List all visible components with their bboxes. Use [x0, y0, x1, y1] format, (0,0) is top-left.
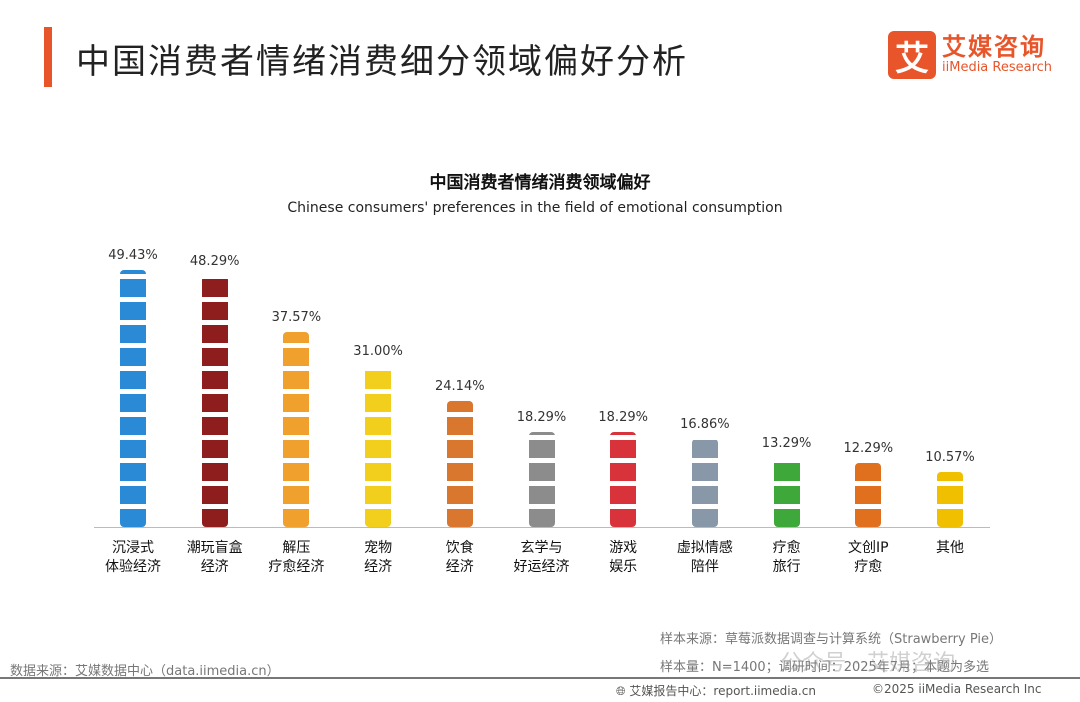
bar-microphone: [120, 270, 146, 527]
report-center-text: 艾媒报告中心：report.iimedia.cn: [629, 684, 816, 698]
data-label: 12.29%: [843, 441, 894, 457]
category-label: 玄学与 好运经济: [513, 540, 570, 575]
data-label: 49.43%: [108, 248, 158, 263]
data-label: 24.14%: [435, 379, 485, 395]
data-label: 48.29%: [189, 253, 240, 269]
bar-game-console: [610, 431, 637, 527]
data-label: 13.29%: [761, 435, 812, 451]
logo: 艾 艾媒咨询 iiMedia Research: [888, 31, 1052, 79]
category-label: 潮玩盲盒 经济: [186, 540, 243, 575]
x-axis-line: [94, 527, 990, 528]
data-label: 18.29%: [598, 409, 648, 425]
bar-pagoda: [528, 431, 555, 527]
category-label: 解压 疗愈经济: [268, 540, 325, 575]
data-label: 10.57%: [925, 450, 975, 466]
bar-robot: [691, 439, 718, 527]
sample-size: 样本量：N=1400；调研时间：2025年7月；本题为多选: [660, 660, 990, 675]
chart-subtitle: Chinese consumers' preferences in the fi…: [287, 200, 783, 216]
bar-food-bowl: [446, 401, 473, 527]
bar-blind-box: [201, 275, 228, 527]
copyright: ©2025 iiMedia Research Inc: [872, 682, 1042, 696]
category-label: 宠物 经济: [364, 540, 393, 575]
bar-cat: [365, 365, 392, 527]
bar-palace: [855, 463, 882, 527]
logo-mark: 艾: [888, 31, 936, 79]
data-label: 37.57%: [271, 309, 322, 325]
watermark: 公众号 · 艾媒咨询: [780, 651, 955, 676]
chart-title: 中国消费者情绪消费领域偏好: [429, 173, 651, 193]
data-label: 16.86%: [680, 417, 730, 433]
sample-source: 样本来源：草莓派数据调查与计算系统（Strawberry Pie）: [660, 632, 1002, 647]
data-label: 18.29%: [516, 409, 567, 425]
logo-cn: 艾媒咨询: [942, 33, 1046, 61]
data-label: 31.00%: [353, 343, 403, 359]
category-label: 其他: [936, 540, 964, 556]
logo-en: iiMedia Research: [942, 60, 1053, 75]
footer-divider: [0, 677, 1080, 679]
title-accent-bar: [44, 27, 52, 87]
category-label: 虚拟情感 陪伴: [676, 540, 733, 575]
category-label: 饮食 经济: [445, 540, 474, 575]
bar-doll: [283, 331, 310, 527]
page-title: 中国消费者情绪消费细分领域偏好分析: [76, 42, 688, 82]
category-label: 疗愈 旅行: [772, 540, 801, 575]
category-label: 文创IP 疗愈: [848, 540, 889, 575]
data-source: 数据来源：艾媒数据中心（data.iimedia.cn）: [10, 664, 280, 679]
category-label: 游戏 娱乐: [609, 540, 638, 575]
category-label: 沉浸式 体验经济: [105, 540, 161, 575]
bar-question-mark: [937, 472, 963, 527]
globe-icon: 🌐︎: [616, 684, 630, 698]
report-center: 🌐︎ 艾媒报告中心：report.iimedia.cn: [616, 682, 816, 699]
bar-tree: [773, 457, 800, 527]
